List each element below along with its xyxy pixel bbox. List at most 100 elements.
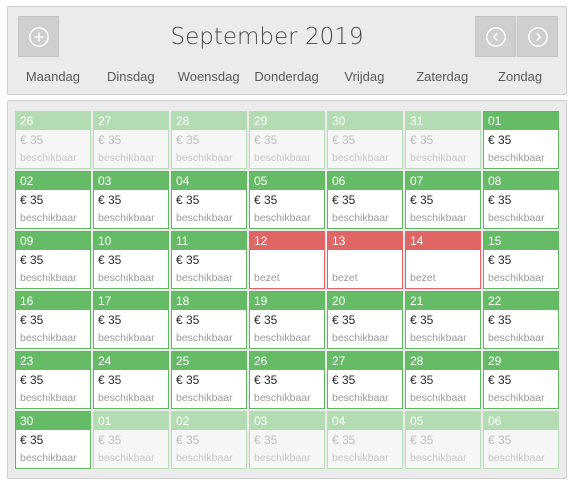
day-cell[interactable]: 21 € 35 beschikbaar: [405, 291, 481, 349]
weekday-label: Maandag: [25, 69, 81, 84]
day-status: beschikbaar: [20, 452, 77, 464]
day-number: 17: [94, 292, 168, 310]
day-cell[interactable]: 19 € 35 beschikbaar: [249, 291, 325, 349]
day-price: € 35: [410, 373, 434, 387]
day-cell[interactable]: 03 € 35 beschikbaar: [249, 411, 325, 469]
day-price: € 35: [488, 313, 512, 327]
day-number: 27: [328, 352, 402, 370]
day-status: bezet: [410, 272, 436, 284]
day-cell[interactable]: 29 € 35 beschikbaar: [249, 111, 325, 169]
day-status: beschikbaar: [176, 452, 233, 464]
day-status: bezet: [254, 272, 280, 284]
day-cell[interactable]: 27 € 35 beschikbaar: [327, 351, 403, 409]
day-cell[interactable]: 09 € 35 beschikbaar: [15, 231, 91, 289]
day-cell[interactable]: 17 € 35 beschikbaar: [93, 291, 169, 349]
day-cell[interactable]: 08 € 35 beschikbaar: [483, 171, 559, 229]
day-cell[interactable]: 01 € 35 beschikbaar: [93, 411, 169, 469]
day-cell[interactable]: 06 € 35 beschikbaar: [327, 171, 403, 229]
day-price: € 35: [410, 433, 434, 447]
day-cell[interactable]: 04 € 35 beschikbaar: [171, 171, 247, 229]
day-number: 28: [406, 352, 480, 370]
next-month-button[interactable]: [517, 16, 558, 57]
previous-month-button[interactable]: [475, 16, 516, 57]
day-cell[interactable]: 12 bezet: [249, 231, 325, 289]
day-number: 27: [94, 112, 168, 130]
day-cell[interactable]: 13 bezet: [327, 231, 403, 289]
day-cell[interactable]: 18 € 35 beschikbaar: [171, 291, 247, 349]
day-cell[interactable]: 28 € 35 beschikbaar: [405, 351, 481, 409]
day-number: 25: [172, 352, 246, 370]
day-cell[interactable]: 22 € 35 beschikbaar: [483, 291, 559, 349]
day-number: 16: [16, 292, 90, 310]
day-cell[interactable]: 02 € 35 beschikbaar: [15, 171, 91, 229]
day-price: € 35: [176, 433, 200, 447]
day-cell[interactable]: 24 € 35 beschikbaar: [93, 351, 169, 409]
day-price: € 35: [332, 313, 356, 327]
day-cell[interactable]: 03 € 35 beschikbaar: [93, 171, 169, 229]
day-price: € 35: [176, 133, 200, 147]
day-number: 30: [328, 112, 402, 130]
day-status: beschikbaar: [254, 392, 311, 404]
day-cell[interactable]: 07 € 35 beschikbaar: [405, 171, 481, 229]
weekday-label: Vrijdag: [344, 69, 385, 84]
day-status: beschikbaar: [488, 272, 545, 284]
day-cell[interactable]: 25 € 35 beschikbaar: [171, 351, 247, 409]
day-cell[interactable]: 15 € 35 beschikbaar: [483, 231, 559, 289]
day-status: beschikbaar: [410, 152, 467, 164]
day-cell[interactable]: 20 € 35 beschikbaar: [327, 291, 403, 349]
day-status: beschikbaar: [410, 332, 467, 344]
day-status: beschikbaar: [98, 212, 155, 224]
day-price: € 35: [488, 433, 512, 447]
day-cell[interactable]: 04 € 35 beschikbaar: [327, 411, 403, 469]
day-price: € 35: [332, 433, 356, 447]
day-cell[interactable]: 26 € 35 beschikbaar: [15, 111, 91, 169]
day-cell[interactable]: 11 € 35 beschikbaar: [171, 231, 247, 289]
day-cell[interactable]: 02 € 35 beschikbaar: [171, 411, 247, 469]
day-number: 28: [172, 112, 246, 130]
chevron-right-circle-icon: [527, 26, 548, 47]
day-price: € 35: [332, 133, 356, 147]
day-status: beschikbaar: [98, 392, 155, 404]
day-cell[interactable]: 30 € 35 beschikbaar: [327, 111, 403, 169]
day-cell[interactable]: 06 € 35 beschikbaar: [483, 411, 559, 469]
day-price: € 35: [20, 433, 44, 447]
day-price: € 35: [332, 193, 356, 207]
day-price: € 35: [20, 193, 44, 207]
day-price: € 35: [254, 433, 278, 447]
day-price: € 35: [488, 193, 512, 207]
day-number: 24: [94, 352, 168, 370]
day-cell[interactable]: 27 € 35 beschikbaar: [93, 111, 169, 169]
day-status: beschikbaar: [332, 212, 389, 224]
day-number: 30: [16, 412, 90, 430]
day-cell[interactable]: 05 € 35 beschikbaar: [405, 411, 481, 469]
day-status: beschikbaar: [20, 272, 77, 284]
day-cell[interactable]: 23 € 35 beschikbaar: [15, 351, 91, 409]
day-cell[interactable]: 26 € 35 beschikbaar: [249, 351, 325, 409]
day-number: 12: [250, 232, 324, 250]
day-number: 11: [172, 232, 246, 250]
day-number: 20: [328, 292, 402, 310]
day-cell[interactable]: 29 € 35 beschikbaar: [483, 351, 559, 409]
day-price: € 35: [410, 313, 434, 327]
plus-circle-icon: [28, 26, 49, 47]
day-cell[interactable]: 01 € 35 beschikbaar: [483, 111, 559, 169]
day-number: 14: [406, 232, 480, 250]
day-price: € 35: [176, 313, 200, 327]
add-button[interactable]: [18, 16, 59, 57]
day-status: beschikbaar: [20, 152, 77, 164]
day-number: 13: [328, 232, 402, 250]
day-cell[interactable]: 05 € 35 beschikbaar: [249, 171, 325, 229]
day-number: 29: [484, 352, 558, 370]
day-status: beschikbaar: [98, 452, 155, 464]
day-cell[interactable]: 31 € 35 beschikbaar: [405, 111, 481, 169]
day-status: beschikbaar: [488, 212, 545, 224]
day-price: € 35: [488, 253, 512, 267]
day-cell[interactable]: 30 € 35 beschikbaar: [15, 411, 91, 469]
day-cell[interactable]: 28 € 35 beschikbaar: [171, 111, 247, 169]
day-cell[interactable]: 16 € 35 beschikbaar: [15, 291, 91, 349]
day-number: 05: [406, 412, 480, 430]
day-status: beschikbaar: [332, 152, 389, 164]
day-cell[interactable]: 14 bezet: [405, 231, 481, 289]
weekday-label: Donderdag: [254, 69, 319, 84]
day-cell[interactable]: 10 € 35 beschikbaar: [93, 231, 169, 289]
